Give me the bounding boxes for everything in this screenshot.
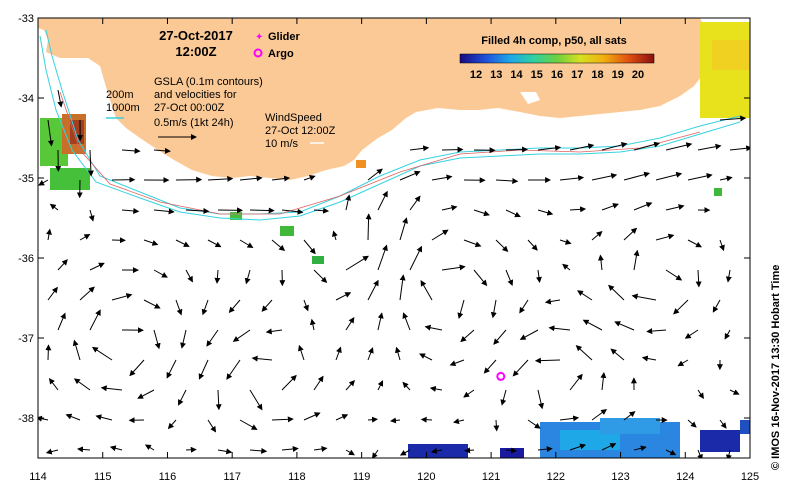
contour-1000m-label: 1000m <box>106 102 140 114</box>
velocity-arrow <box>506 149 527 150</box>
glider-label: Glider <box>268 31 301 43</box>
argo-label: Argo <box>268 48 294 60</box>
colorbar-ticks: 12 13 14 15 16 17 18 19 20 <box>470 69 644 81</box>
colorbar-tick-label: 19 <box>612 69 624 81</box>
lat-tick-label: -36 <box>18 253 34 265</box>
velocity-arrow <box>496 420 497 431</box>
colorbar-tick-label: 18 <box>591 69 603 81</box>
date-title: 27-Oct-2017 <box>159 28 233 43</box>
lon-tick-label: 120 <box>417 471 435 483</box>
lon-tick-label: 119 <box>353 471 371 483</box>
time-title: 12:00Z <box>175 44 216 59</box>
gsla-line-3: 27-Oct 00:00Z <box>154 102 225 114</box>
gsla-line-4: 0.5m/s (1kt 24h) <box>154 117 233 129</box>
lon-tick-label: 115 <box>94 471 112 483</box>
lat-tick-label: -37 <box>18 333 34 345</box>
lat-tick-label: -33 <box>18 13 34 25</box>
colorbar-tick-label: 20 <box>632 69 644 81</box>
velocity-arrow <box>250 210 274 211</box>
velocity-arrow <box>442 150 463 151</box>
wind-line-2: 27-Oct 12:00Z <box>265 125 336 137</box>
glider-icon: ✦ <box>255 32 263 43</box>
colorbar-tick-label: 13 <box>490 69 502 81</box>
lat-tick-label: -38 <box>18 413 34 425</box>
colorbar <box>460 54 654 63</box>
colorbar-tick-label: 16 <box>551 69 563 81</box>
wind-line-3: 10 m/s <box>265 138 299 150</box>
lat-tick-label: -35 <box>18 173 34 185</box>
lon-tick-label: 117 <box>223 471 241 483</box>
lat-tick-label: -34 <box>18 93 34 105</box>
velocity-arrow <box>422 419 432 420</box>
wind-line-1: WindSpeed <box>265 112 322 124</box>
colorbar-title: Filled 4h comp, p50, all sats <box>481 35 627 47</box>
lon-tick-label: 125 <box>741 471 759 483</box>
lon-tick-label: 118 <box>288 471 306 483</box>
velocity-arrow <box>186 450 196 451</box>
colorbar-tick-label: 17 <box>571 69 583 81</box>
lon-tick-label: 124 <box>676 471 694 483</box>
lon-tick-label: 122 <box>547 471 565 483</box>
lon-tick-label: 114 <box>29 471 47 483</box>
contour-200m-label: 200m <box>106 89 134 101</box>
lon-tick-label: 116 <box>159 471 177 483</box>
lon-tick-label: 123 <box>611 471 629 483</box>
colorbar-tick-label: 12 <box>470 69 482 81</box>
velocity-arrow <box>48 345 49 360</box>
colorbar-tick-label: 15 <box>531 69 543 81</box>
gsla-line-2: and velocities for <box>154 89 237 101</box>
colorbar-tick-label: 14 <box>510 69 523 81</box>
velocity-arrow <box>368 214 369 240</box>
lon-tick-label: 121 <box>482 471 500 483</box>
gsla-line-1: GSLA (0.1m contours) <box>154 76 263 88</box>
credit-text: © IMOS 16-Nov-2017 13:30 Hobart Time <box>770 265 782 470</box>
